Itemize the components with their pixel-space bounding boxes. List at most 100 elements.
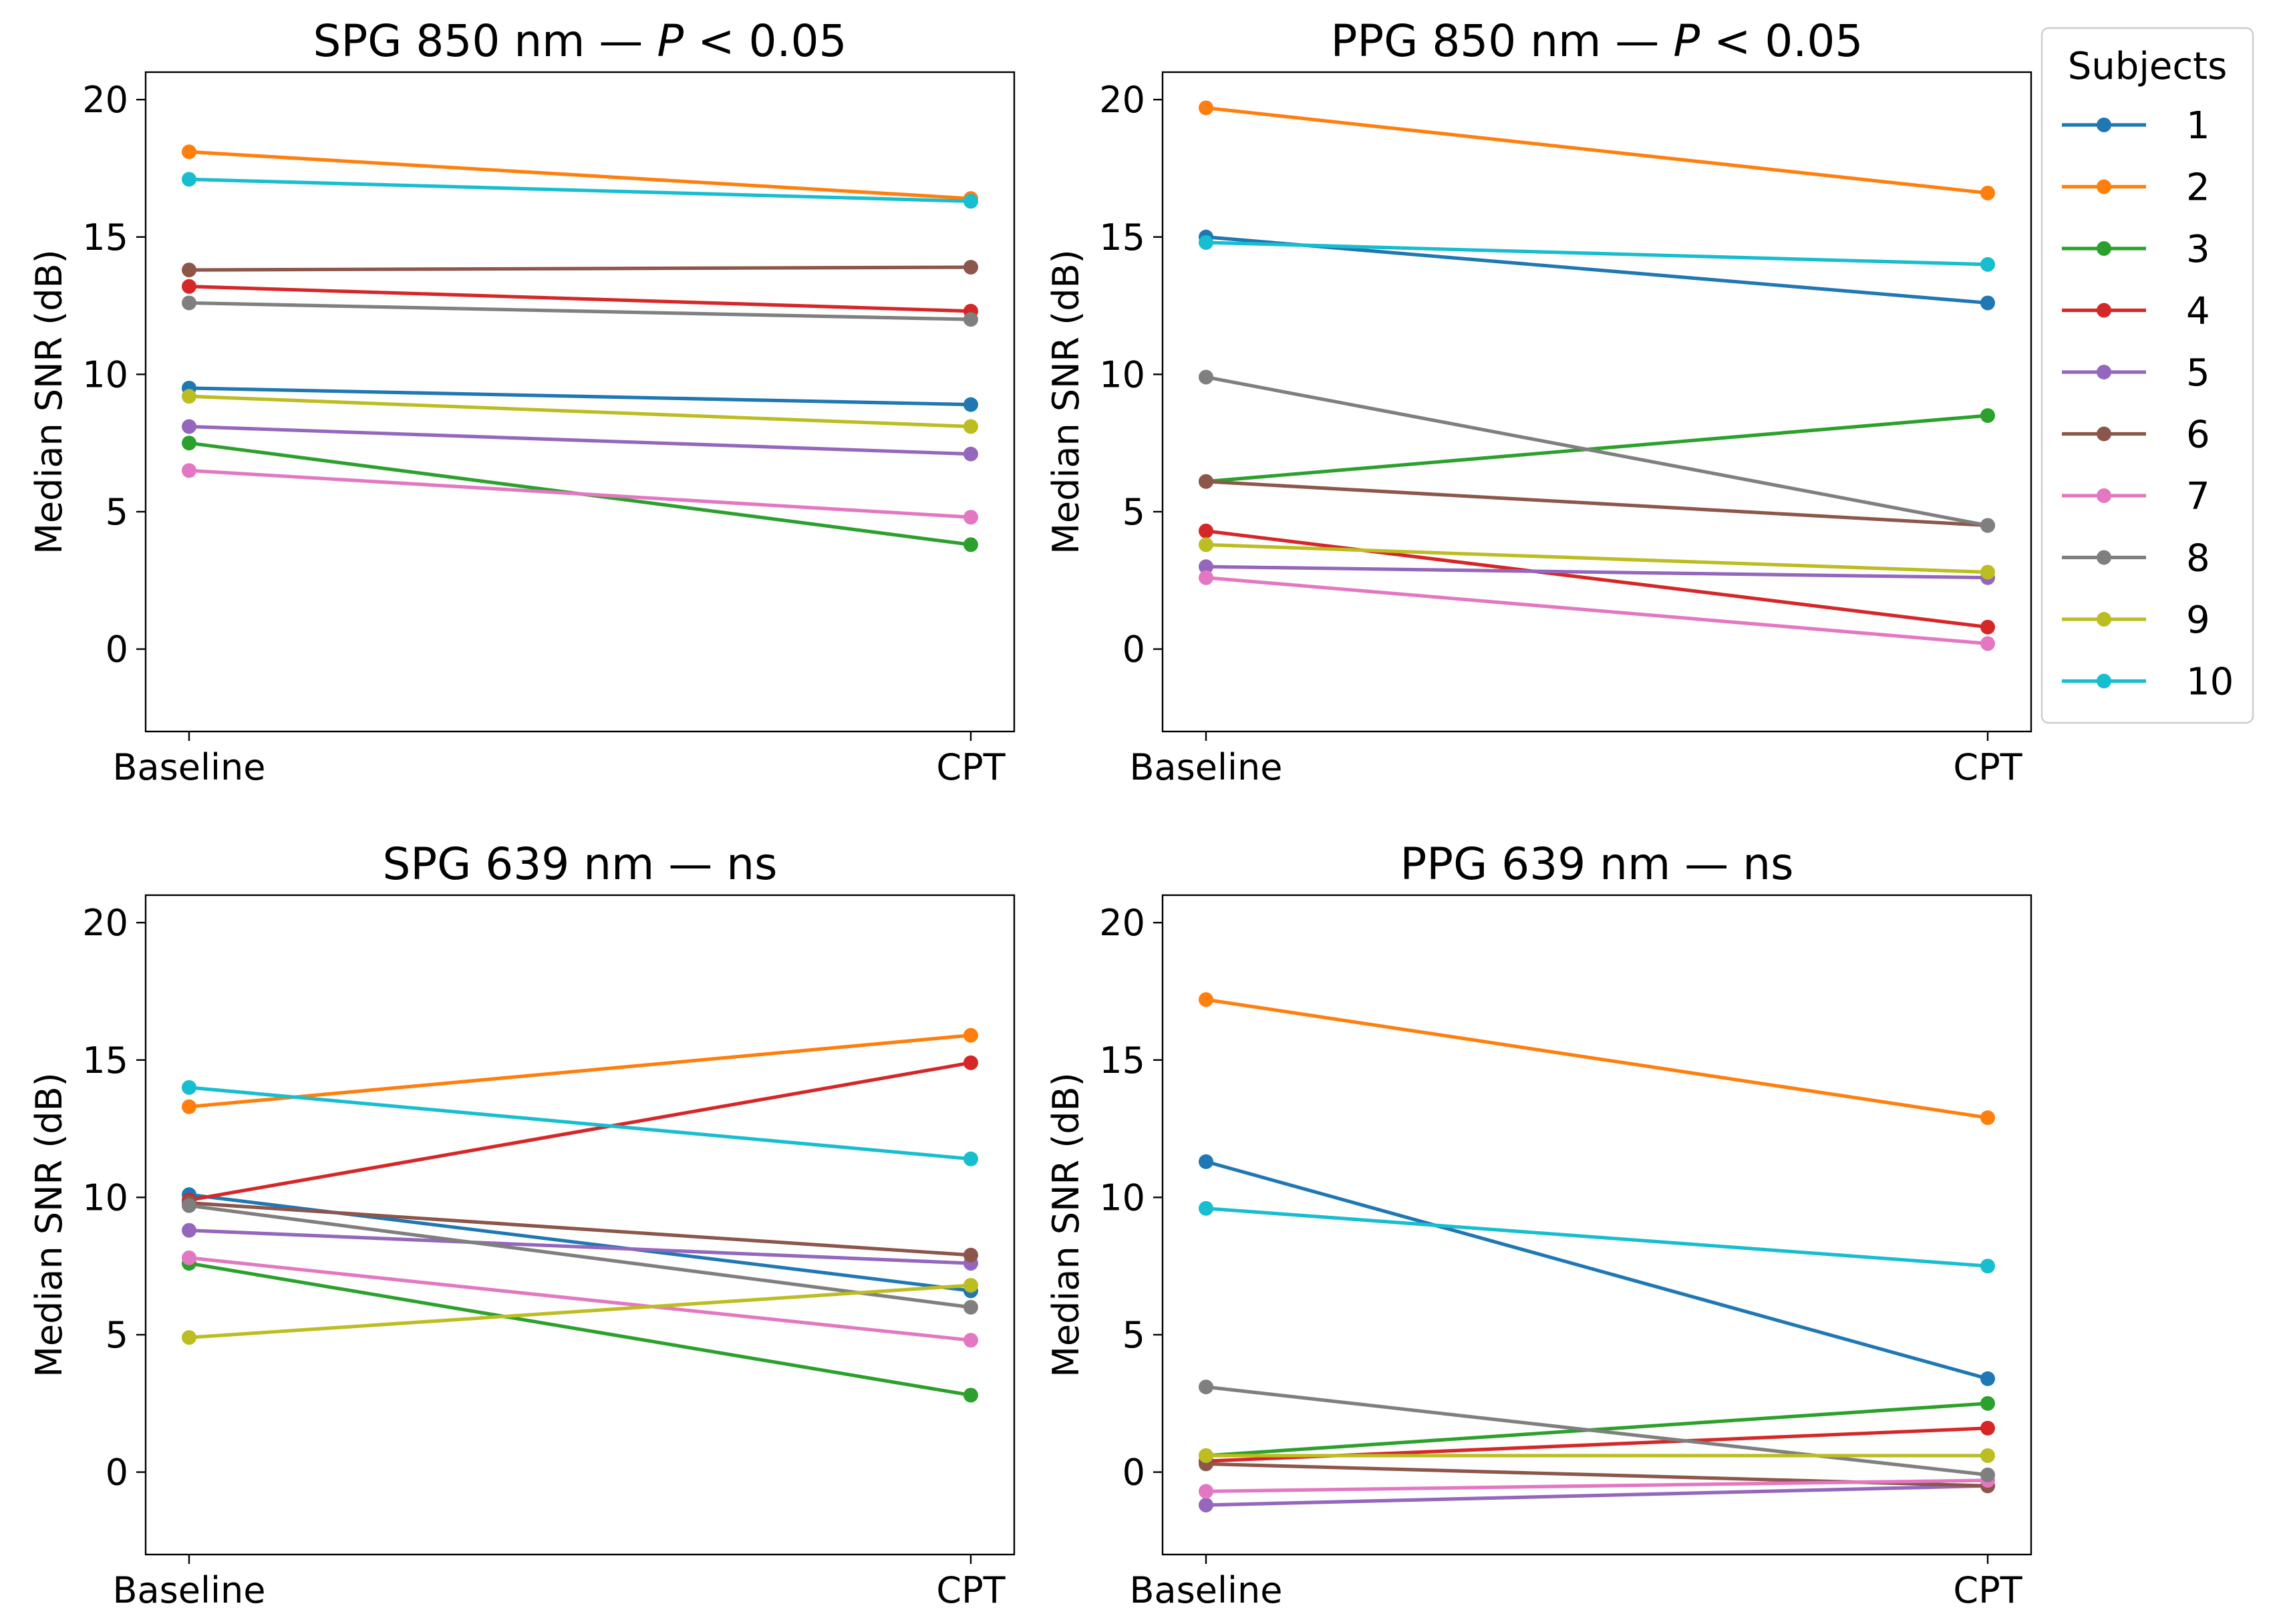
series-9 [182, 1277, 978, 1345]
legend-swatch-marker [2097, 612, 2111, 627]
series-line [1205, 542, 1988, 575]
y-tick-label: 10 [1099, 353, 1145, 395]
series-line [188, 1283, 971, 1339]
data-point [1199, 1484, 1213, 1499]
plot-frame [144, 71, 1016, 733]
series-2 [1199, 100, 1995, 200]
series-4 [1199, 523, 1995, 635]
data-point [963, 510, 978, 525]
legend-swatch-marker [2097, 550, 2111, 565]
ppg-639-panel: 0 5 10 15 20 Baseline CPT Median SNR (dB) PPG 63… [1045, 838, 2032, 1611]
legend-entry: 3 [2062, 228, 2210, 271]
data-point [963, 259, 978, 275]
legend-entry: 2 [2062, 166, 2210, 210]
spg-850-panel: 0 5 10 15 20 Baseline CPT Median SNR (dB) SPG 85… [28, 15, 1016, 788]
series-1 [1199, 229, 1995, 311]
data-point [1199, 1154, 1213, 1169]
series-7 [182, 463, 978, 525]
data-point [1980, 1448, 1995, 1463]
series-line [188, 285, 971, 313]
data-point [963, 312, 978, 327]
series-line [1205, 997, 1988, 1120]
legend-label: 5 [2186, 351, 2210, 395]
legend-swatch-marker [2097, 241, 2111, 256]
plot-frame [1161, 894, 2032, 1556]
plot-frame [1161, 71, 2032, 733]
data-point [182, 1250, 196, 1265]
y-tick-label: 0 [1122, 629, 1145, 671]
legend-entry: 10 [2062, 661, 2234, 704]
legend-swatch-marker [2097, 303, 2111, 318]
series-line [188, 468, 971, 519]
series-1 [1199, 1154, 1995, 1386]
data-point [182, 1099, 196, 1114]
data-point [182, 436, 196, 451]
series-line [188, 301, 971, 321]
series-9 [1199, 1448, 1995, 1463]
x-tick-label: CPT [1953, 746, 2022, 788]
series-line [1205, 235, 1988, 305]
legend-label: 6 [2186, 414, 2210, 457]
legend-entry: 5 [2062, 351, 2210, 395]
series-10 [182, 1080, 978, 1166]
data-point [1980, 619, 1995, 635]
series-4 [182, 1055, 978, 1208]
y-tick-label: 20 [1099, 902, 1145, 944]
ppg-850-panel: 0 5 10 15 20 Baseline CPT Median SNR (dB) PPG 85… [1045, 15, 2032, 788]
x-tick-label: Baseline [113, 746, 266, 788]
legend-label: 10 [2186, 661, 2234, 704]
series-line [188, 1204, 971, 1309]
series-line [188, 1033, 971, 1109]
y-axis-title: Median SNR (dB) [1045, 1072, 1087, 1377]
series-6 [182, 259, 978, 278]
legend-swatch-marker [2097, 488, 2111, 503]
panel-title: PPG 639 nm — ns [1400, 838, 1794, 890]
data-point [182, 1223, 196, 1238]
x-tick-label: Baseline [113, 1569, 266, 1611]
data-point [1980, 295, 1995, 311]
data-point [1980, 1420, 1995, 1436]
series-9 [1199, 537, 1995, 580]
data-point [182, 1198, 196, 1213]
series-8 [182, 295, 978, 327]
panel-title: PPG 850 nm — P < 0.05 [1331, 15, 1863, 67]
x-tick-label: Baseline [1130, 1569, 1283, 1611]
legend-label: 7 [2186, 475, 2210, 518]
data-point [963, 397, 978, 412]
data-point [963, 537, 978, 552]
series-9 [182, 389, 978, 434]
legend: Subjects 1 2 3 4 5 6 7 8 9 10 [2040, 27, 2254, 724]
data-point [1199, 474, 1213, 489]
data-point [963, 1333, 978, 1348]
data-point [963, 1055, 978, 1070]
series-8 [1199, 1379, 1995, 1482]
y-tick-label: 15 [82, 216, 128, 259]
data-point [1199, 537, 1213, 552]
legend-entry: 9 [2062, 599, 2210, 642]
data-point [1199, 100, 1213, 116]
series-line [1205, 375, 1988, 528]
y-tick-label: 15 [1099, 1039, 1145, 1082]
data-point [182, 295, 196, 311]
series-line [188, 1261, 971, 1398]
series-line [1205, 529, 1988, 629]
series-10 [1199, 1200, 1995, 1274]
legend-title: Subjects [2068, 45, 2228, 88]
legend-entry: 8 [2062, 537, 2210, 581]
legend-label: 2 [2186, 166, 2210, 210]
legend-entry: 1 [2062, 104, 2210, 148]
series-line [188, 424, 971, 456]
panel-title: SPG 850 nm — P < 0.05 [313, 15, 847, 67]
y-axis-title: Median SNR (dB) [28, 1072, 70, 1377]
series-line [188, 1201, 971, 1257]
legend-swatch-marker [2097, 365, 2111, 379]
legend-entry: 4 [2062, 290, 2210, 333]
spg-639-panel: 0 5 10 15 20 Baseline CPT Median SNR (dB) SPG 63… [28, 838, 1016, 1611]
y-tick-label: 20 [82, 902, 128, 944]
data-point [1199, 559, 1213, 575]
series-line [188, 386, 971, 407]
data-point [182, 144, 196, 160]
data-point [182, 279, 196, 294]
series-line [188, 1256, 971, 1342]
